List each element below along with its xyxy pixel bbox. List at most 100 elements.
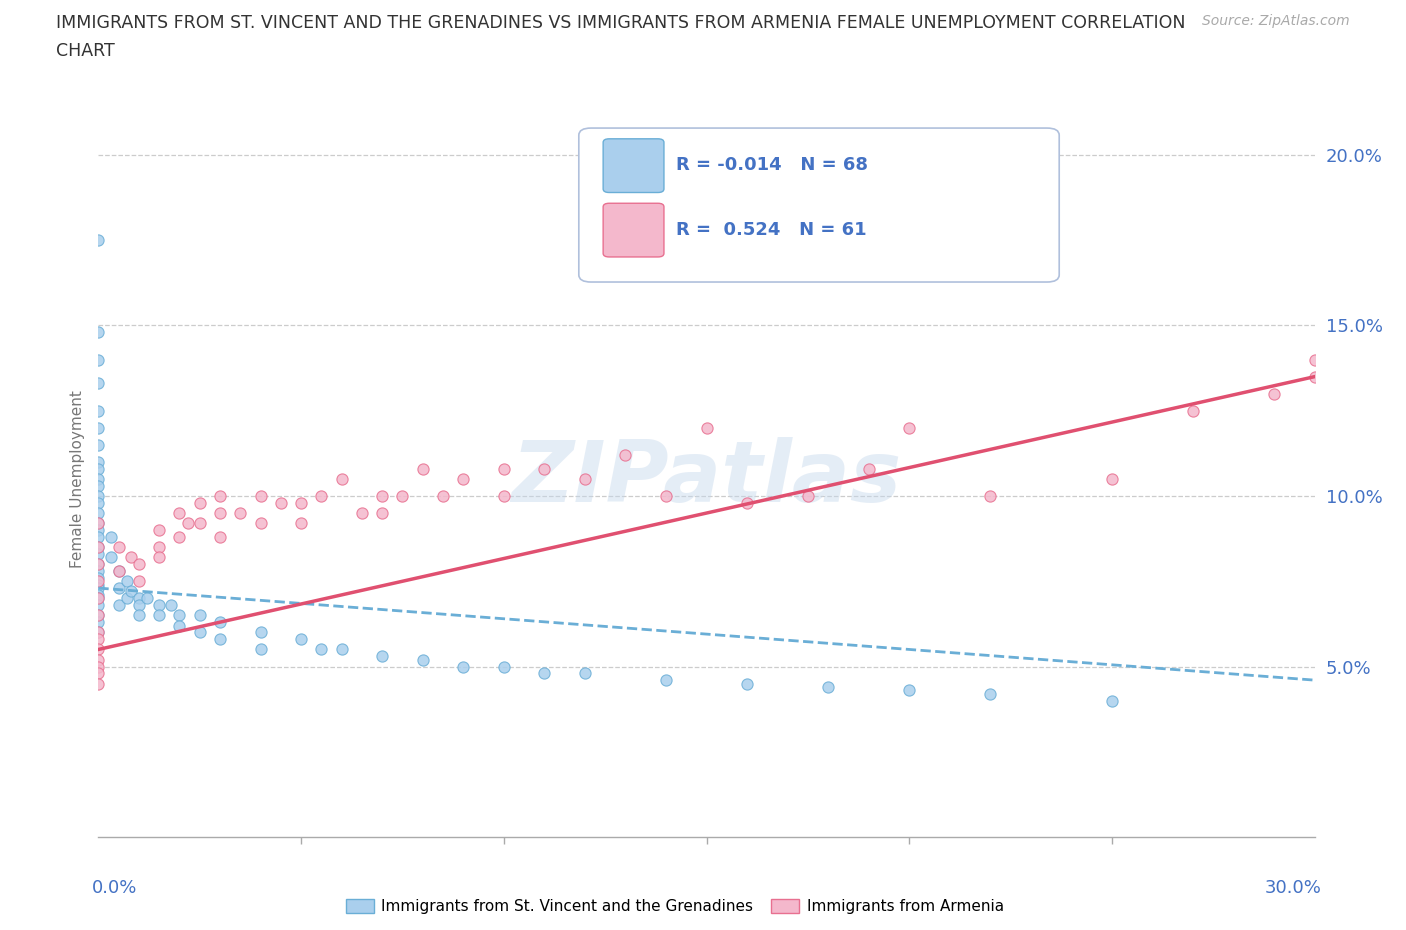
Point [817,680,839,695]
Point [311,642,333,657]
Point [87,591,110,605]
Point [107,564,129,578]
Text: R = -0.014   N = 68: R = -0.014 N = 68 [676,156,868,174]
Point [87,570,110,585]
Point [209,488,232,503]
FancyBboxPatch shape [603,204,664,257]
Point [87,506,110,521]
Point [87,472,110,486]
Legend: Immigrants from St. Vincent and the Grenadines, Immigrants from Armenia: Immigrants from St. Vincent and the Gren… [340,893,1010,921]
Point [188,496,211,511]
Point [290,496,312,511]
Point [148,608,170,623]
Point [249,625,271,640]
Point [533,666,555,681]
Point [148,523,170,538]
Point [169,529,191,544]
Point [898,683,921,698]
Point [87,608,110,623]
Point [128,557,150,572]
Point [87,437,110,452]
Point [412,461,434,476]
Point [87,557,110,572]
Point [87,376,110,391]
FancyBboxPatch shape [579,128,1059,282]
Point [87,676,110,691]
Point [574,472,596,486]
Point [148,598,170,613]
Point [655,488,678,503]
Point [120,584,142,599]
Point [1303,352,1326,367]
Point [858,461,880,476]
Point [87,659,110,674]
Y-axis label: Female Unemployment: Female Unemployment [69,390,84,568]
Point [453,659,475,674]
Point [87,539,110,554]
Point [87,580,110,595]
Point [136,591,159,605]
Point [330,472,353,486]
Point [87,642,110,657]
Point [169,608,191,623]
Point [115,591,138,605]
Point [209,615,232,630]
Point [87,539,110,554]
Point [87,529,110,544]
Point [115,574,138,589]
Point [128,574,150,589]
Point [797,488,820,503]
Point [87,591,110,605]
Point [100,529,122,544]
Point [128,608,150,623]
Point [290,516,312,531]
Point [311,488,333,503]
Point [87,625,110,640]
Point [249,516,271,531]
Point [100,550,122,565]
Point [249,488,271,503]
Point [735,496,758,511]
Point [148,539,170,554]
Point [350,506,373,521]
Point [120,550,142,565]
Point [87,404,110,418]
Point [391,488,413,503]
Point [87,608,110,623]
Text: 30.0%: 30.0% [1265,879,1322,897]
Point [209,529,232,544]
Point [87,232,110,247]
Point [169,618,191,633]
Point [574,666,596,681]
Point [87,666,110,681]
Point [87,547,110,562]
Point [87,488,110,503]
Point [87,631,110,646]
Point [148,550,170,565]
Point [87,652,110,667]
Point [735,676,758,691]
Point [432,488,454,503]
Point [290,631,312,646]
Point [412,652,434,667]
Point [979,488,1001,503]
Point [87,516,110,531]
Point [87,564,110,578]
Text: Source: ZipAtlas.com: Source: ZipAtlas.com [1202,14,1350,28]
Point [188,516,211,531]
Point [87,557,110,572]
Point [128,591,150,605]
Point [107,580,129,595]
Point [87,516,110,531]
Point [492,461,515,476]
Point [87,588,110,603]
Point [1263,386,1285,401]
Point [176,516,198,531]
Point [898,420,921,435]
Point [87,325,110,339]
Point [371,488,394,503]
Point [229,506,252,521]
Point [614,447,637,462]
Text: R =  0.524   N = 61: R = 0.524 N = 61 [676,220,866,239]
Text: 0.0%: 0.0% [91,879,136,897]
